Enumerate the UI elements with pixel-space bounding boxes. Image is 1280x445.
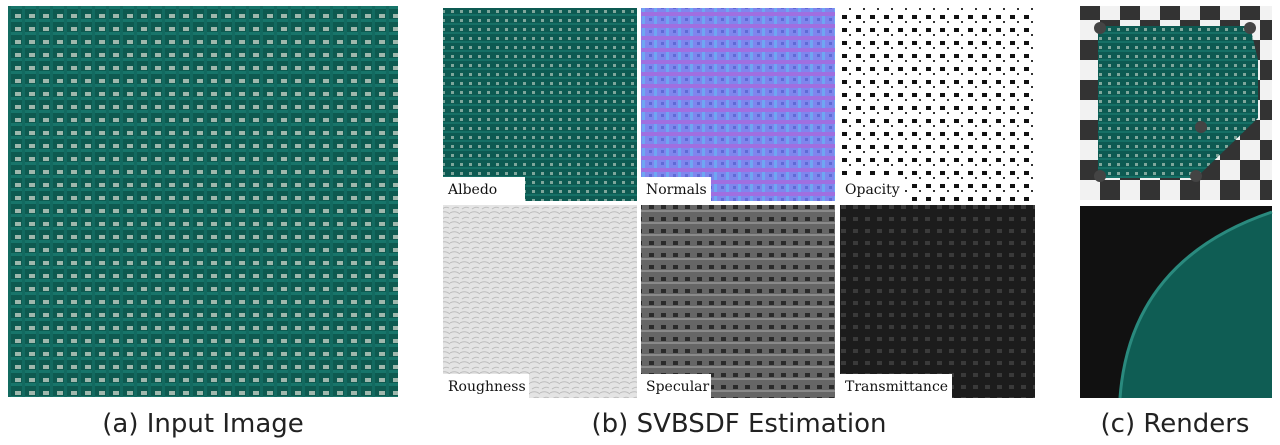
label-box bbox=[641, 177, 711, 201]
renders bbox=[1080, 6, 1273, 399]
label-box bbox=[840, 177, 904, 201]
map-label: Albedo bbox=[447, 182, 497, 198]
opacity-map bbox=[840, 8, 1035, 201]
label-box bbox=[641, 374, 711, 398]
caption: (a) Input Image bbox=[102, 409, 304, 439]
roughness-map bbox=[443, 205, 637, 398]
label-box bbox=[443, 374, 529, 398]
specular-map bbox=[641, 205, 835, 398]
input-image bbox=[8, 6, 398, 397]
label-box bbox=[840, 374, 952, 398]
map-label: Roughness bbox=[448, 379, 526, 395]
map-label: Opacity bbox=[845, 182, 900, 198]
map-label: Normals bbox=[646, 182, 707, 198]
caption: (b) SVBSDF Estimation bbox=[592, 409, 887, 439]
caption: (c) Renders bbox=[1101, 409, 1250, 439]
map-grid: Albedo Normals Opacity Roughness Specula… bbox=[443, 8, 1035, 398]
transmittance-map bbox=[840, 205, 1035, 398]
albedo-map bbox=[443, 8, 637, 201]
label-box bbox=[443, 177, 525, 201]
normals-map bbox=[641, 8, 835, 201]
map-label: Specular bbox=[646, 379, 710, 395]
drape-cloth bbox=[1120, 212, 1272, 398]
map-label: Transmittance bbox=[845, 379, 948, 395]
cloth-render bbox=[1098, 26, 1258, 178]
